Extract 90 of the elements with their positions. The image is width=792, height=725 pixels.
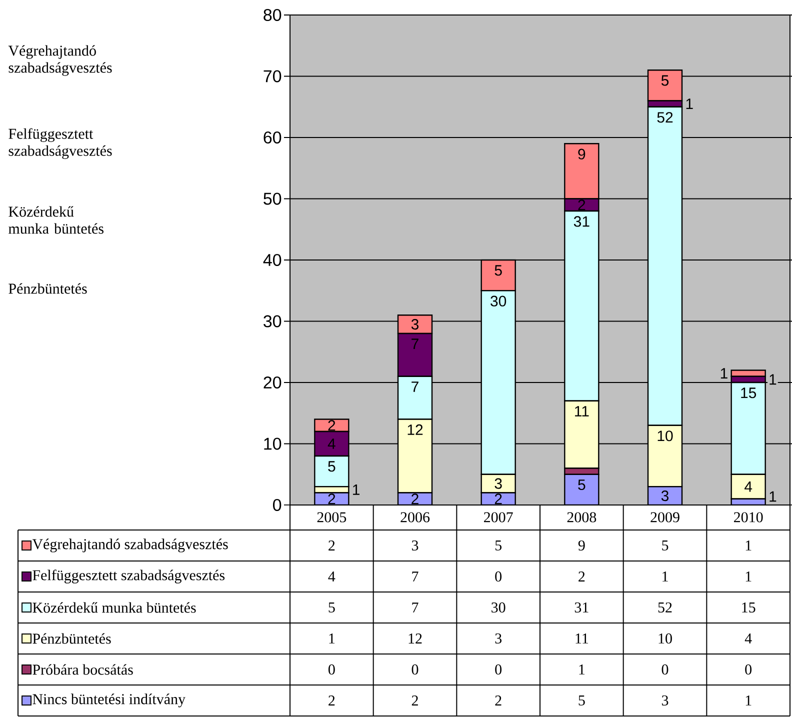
legend-label: Közérdekű munka büntetés (32, 602, 196, 613)
annotation: 1 (686, 98, 693, 109)
text: Felfüggesztett szabadságvesztés (8, 128, 112, 159)
y-tick-label: 40 (263, 254, 282, 266)
legend-label: Pénzbüntetés (32, 633, 111, 644)
data-label: 4 (744, 634, 752, 644)
annotation: 5 (578, 480, 586, 490)
x-tick-label: 2006 (400, 512, 430, 522)
data-label: 30 (492, 602, 506, 613)
data-label: 10 (658, 633, 672, 644)
data-label: 1 (579, 664, 585, 674)
data-label: 2 (495, 696, 502, 706)
data-label: 1 (662, 572, 668, 582)
y-tick-label: 20 (264, 376, 282, 389)
x-tick-label: 2010 (734, 512, 763, 522)
data-label: 31 (574, 602, 588, 613)
annotation: 10 (658, 430, 673, 442)
y-tick-label: 80 (264, 8, 282, 22)
annotation: 11 (575, 406, 589, 416)
data-label: 0 (745, 664, 752, 675)
data-label: 9 (578, 540, 585, 551)
annotation: 52 (657, 112, 673, 123)
data-label: 5 (328, 602, 335, 612)
data-label: 12 (408, 634, 422, 644)
annotation: 2 (412, 494, 418, 504)
annotation: 5 (328, 461, 336, 472)
y-tick-label: 10 (264, 438, 282, 450)
annotation: 1 (720, 368, 728, 378)
annotation: 4 (328, 438, 336, 449)
annotation: 5 (661, 75, 669, 86)
annotation: 2 (328, 494, 336, 504)
legend-label: Próbára bocsátás (32, 664, 133, 675)
annotation: 12 (408, 424, 423, 435)
text: Végrehajtandó szabadságvesztés (8, 45, 112, 76)
data-label: 3 (495, 633, 502, 644)
y-tick-label: 70 (264, 70, 282, 82)
legend-label: Nincs büntetési indítvány (32, 694, 186, 708)
data-label: 11 (576, 634, 588, 644)
x-tick-label: 2007 (484, 512, 513, 522)
x-tick-label: 2009 (650, 512, 680, 522)
annotation: 1 (770, 374, 776, 385)
data-label: 5 (662, 540, 668, 550)
data-label: 4 (328, 572, 336, 582)
data-label: 7 (412, 572, 418, 582)
annotation: 9 (578, 148, 586, 160)
annotation: 31 (574, 216, 590, 227)
data-label: 3 (412, 540, 418, 551)
legend-label: Végrehajtandó szabadságvesztés (32, 538, 228, 552)
data-label: 5 (495, 540, 502, 550)
data-label: 15 (742, 602, 756, 613)
data-label: 1 (746, 696, 752, 706)
data-label: 0 (495, 571, 502, 582)
data-label: 0 (328, 664, 335, 675)
annotation: 7 (412, 338, 418, 350)
data-label: 3 (662, 695, 668, 706)
annotation: 4 (744, 481, 752, 492)
annotation: 30 (490, 296, 506, 306)
annotation: 2 (494, 494, 502, 504)
x-tick-label: 2005 (317, 512, 346, 522)
data-label: 0 (662, 664, 668, 675)
annotation: 2 (328, 420, 336, 431)
data-label: 2 (328, 696, 335, 706)
text: Pénzbüntetés (8, 283, 87, 294)
y-tick-label: 60 (264, 131, 282, 144)
y-tick-label: 50 (264, 192, 282, 205)
data-label: 0 (495, 664, 502, 675)
annotation: 3 (494, 478, 502, 489)
annotation: 3 (411, 318, 419, 330)
x-tick-label: 2008 (567, 512, 596, 522)
data-label: 2 (578, 572, 585, 582)
text: Közérdekű munka büntetés (8, 206, 104, 234)
data-label: 1 (329, 634, 335, 644)
annotation: 5 (494, 265, 502, 276)
annotation: 1 (353, 484, 360, 495)
annotation: 2 (578, 200, 586, 210)
data-label: 52 (658, 602, 672, 613)
data-label: 1 (746, 540, 752, 550)
legend-label: Felfüggesztett szabadságvesztés (32, 570, 225, 584)
data-label: 2 (412, 696, 418, 706)
data-label: 2 (328, 540, 335, 550)
data-label: 1 (746, 572, 752, 582)
annotation: 7 (412, 382, 418, 392)
y-tick-label: 0 (273, 498, 282, 512)
annotation: 15 (741, 388, 756, 398)
annotation: 3 (661, 490, 669, 502)
annotation: 1 (770, 491, 776, 502)
data-label: 0 (412, 664, 418, 675)
data-label: 7 (412, 602, 418, 612)
y-tick-label: 30 (264, 315, 282, 328)
data-label: 5 (578, 696, 585, 706)
